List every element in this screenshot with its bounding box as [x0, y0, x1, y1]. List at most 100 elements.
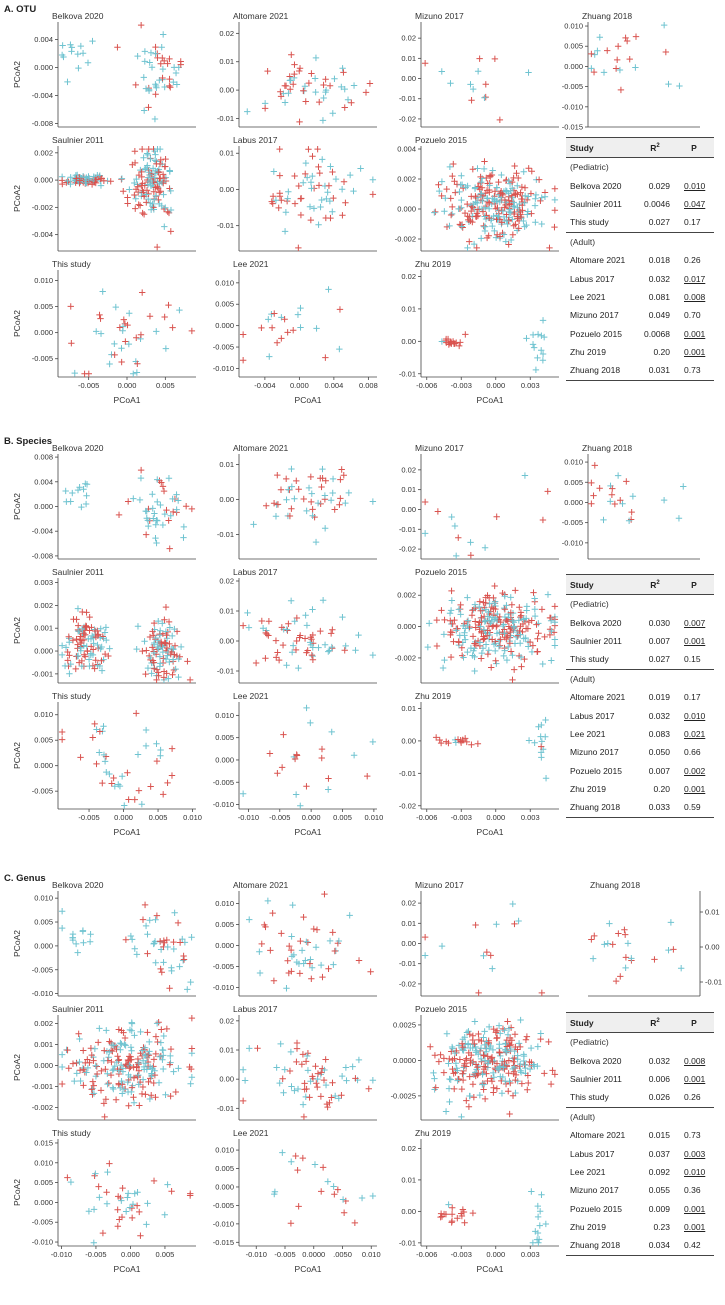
point-blue	[124, 1194, 131, 1201]
point-red	[152, 43, 159, 51]
point-blue	[300, 960, 307, 967]
point-blue	[162, 655, 170, 663]
point-blue	[146, 177, 154, 185]
point-blue	[153, 84, 160, 91]
point-red	[507, 609, 515, 616]
point-red	[302, 1058, 310, 1065]
point-blue	[667, 919, 675, 926]
panel-title: Belkova 2020	[52, 880, 104, 890]
point-blue	[151, 157, 159, 164]
point-red	[153, 676, 160, 684]
point-blue	[531, 612, 539, 620]
cell-study: Lee 2021	[570, 291, 606, 302]
point-red	[612, 977, 620, 985]
point-blue	[67, 174, 74, 181]
point-red	[136, 1208, 143, 1216]
point-blue	[312, 88, 319, 96]
point-red	[131, 191, 138, 199]
point-blue	[534, 331, 542, 338]
point-red	[474, 206, 482, 213]
point-red	[469, 633, 477, 640]
point-blue	[173, 81, 181, 88]
cell-study: Labus 2017	[570, 1148, 615, 1159]
point-blue	[493, 184, 501, 191]
point-red	[322, 76, 329, 83]
cell-p-value: 0.008	[684, 291, 706, 302]
point-red	[82, 622, 90, 629]
point-blue	[145, 86, 153, 93]
point-red	[551, 185, 559, 192]
point-blue	[308, 964, 316, 971]
point-blue	[68, 48, 75, 55]
point-blue	[147, 49, 155, 56]
point-blue	[152, 521, 159, 528]
point-blue	[532, 219, 539, 226]
point-blue	[339, 1196, 347, 1203]
point-red	[165, 517, 172, 524]
point-blue	[500, 652, 507, 660]
x-tick-label: 0.010	[364, 813, 383, 822]
point-blue	[474, 165, 481, 172]
point-blue	[128, 936, 136, 943]
point-blue	[539, 350, 547, 358]
y-tick-label: 0.002	[34, 1019, 53, 1028]
y-tick-label: 0.000	[215, 941, 234, 950]
point-red	[609, 485, 616, 492]
cell-study: Zhuang 2018	[566, 361, 636, 381]
point-blue	[126, 310, 133, 317]
point-red	[617, 973, 624, 980]
point-red	[440, 1055, 448, 1062]
point-red	[114, 1053, 121, 1060]
point-blue	[121, 802, 128, 809]
point-blue	[499, 622, 507, 630]
point-blue	[477, 235, 485, 242]
section-title-species: B. Species	[4, 436, 53, 447]
point-blue	[170, 1068, 177, 1075]
point-blue	[58, 651, 66, 659]
point-blue	[149, 491, 156, 498]
y-tick-label: 0.02	[401, 1144, 416, 1153]
point-red	[86, 627, 93, 634]
point-red	[318, 745, 326, 753]
point-red	[508, 601, 516, 609]
point-red	[184, 658, 191, 665]
point-red	[95, 1183, 102, 1190]
point-red	[84, 1056, 91, 1063]
point-blue	[616, 66, 624, 74]
y-tick-label: 0.01	[401, 1175, 416, 1184]
point-blue	[124, 1088, 132, 1096]
point-blue	[143, 150, 151, 157]
point-blue	[454, 1077, 461, 1084]
point-blue	[503, 217, 510, 225]
point-red	[163, 1025, 171, 1033]
point-blue	[498, 171, 505, 179]
point-red	[78, 657, 86, 665]
point-red	[468, 97, 475, 104]
point-blue	[172, 665, 179, 673]
point-red	[457, 601, 464, 609]
point-blue	[117, 1046, 124, 1053]
point-red	[276, 193, 284, 200]
point-blue	[457, 611, 464, 618]
point-red	[325, 775, 332, 782]
cell-study: Saulnier 2011	[570, 635, 622, 646]
point-blue	[272, 513, 280, 520]
point-blue	[175, 655, 182, 663]
point-red	[156, 175, 163, 182]
point-blue	[86, 938, 94, 945]
point-blue	[343, 1077, 350, 1084]
point-red	[133, 1202, 141, 1209]
point-blue	[448, 210, 456, 218]
point-blue	[369, 651, 377, 659]
y-tick-label: 0.005	[564, 42, 583, 51]
table-row: This study 0.026 0.26	[566, 1088, 714, 1107]
point-blue	[167, 206, 175, 214]
point-red	[621, 931, 629, 938]
y-tick-label: -0.002	[395, 235, 416, 244]
point-red	[433, 642, 441, 650]
point-blue	[172, 69, 180, 77]
point-red	[316, 98, 323, 106]
point-blue	[151, 940, 158, 947]
point-blue	[446, 222, 453, 230]
